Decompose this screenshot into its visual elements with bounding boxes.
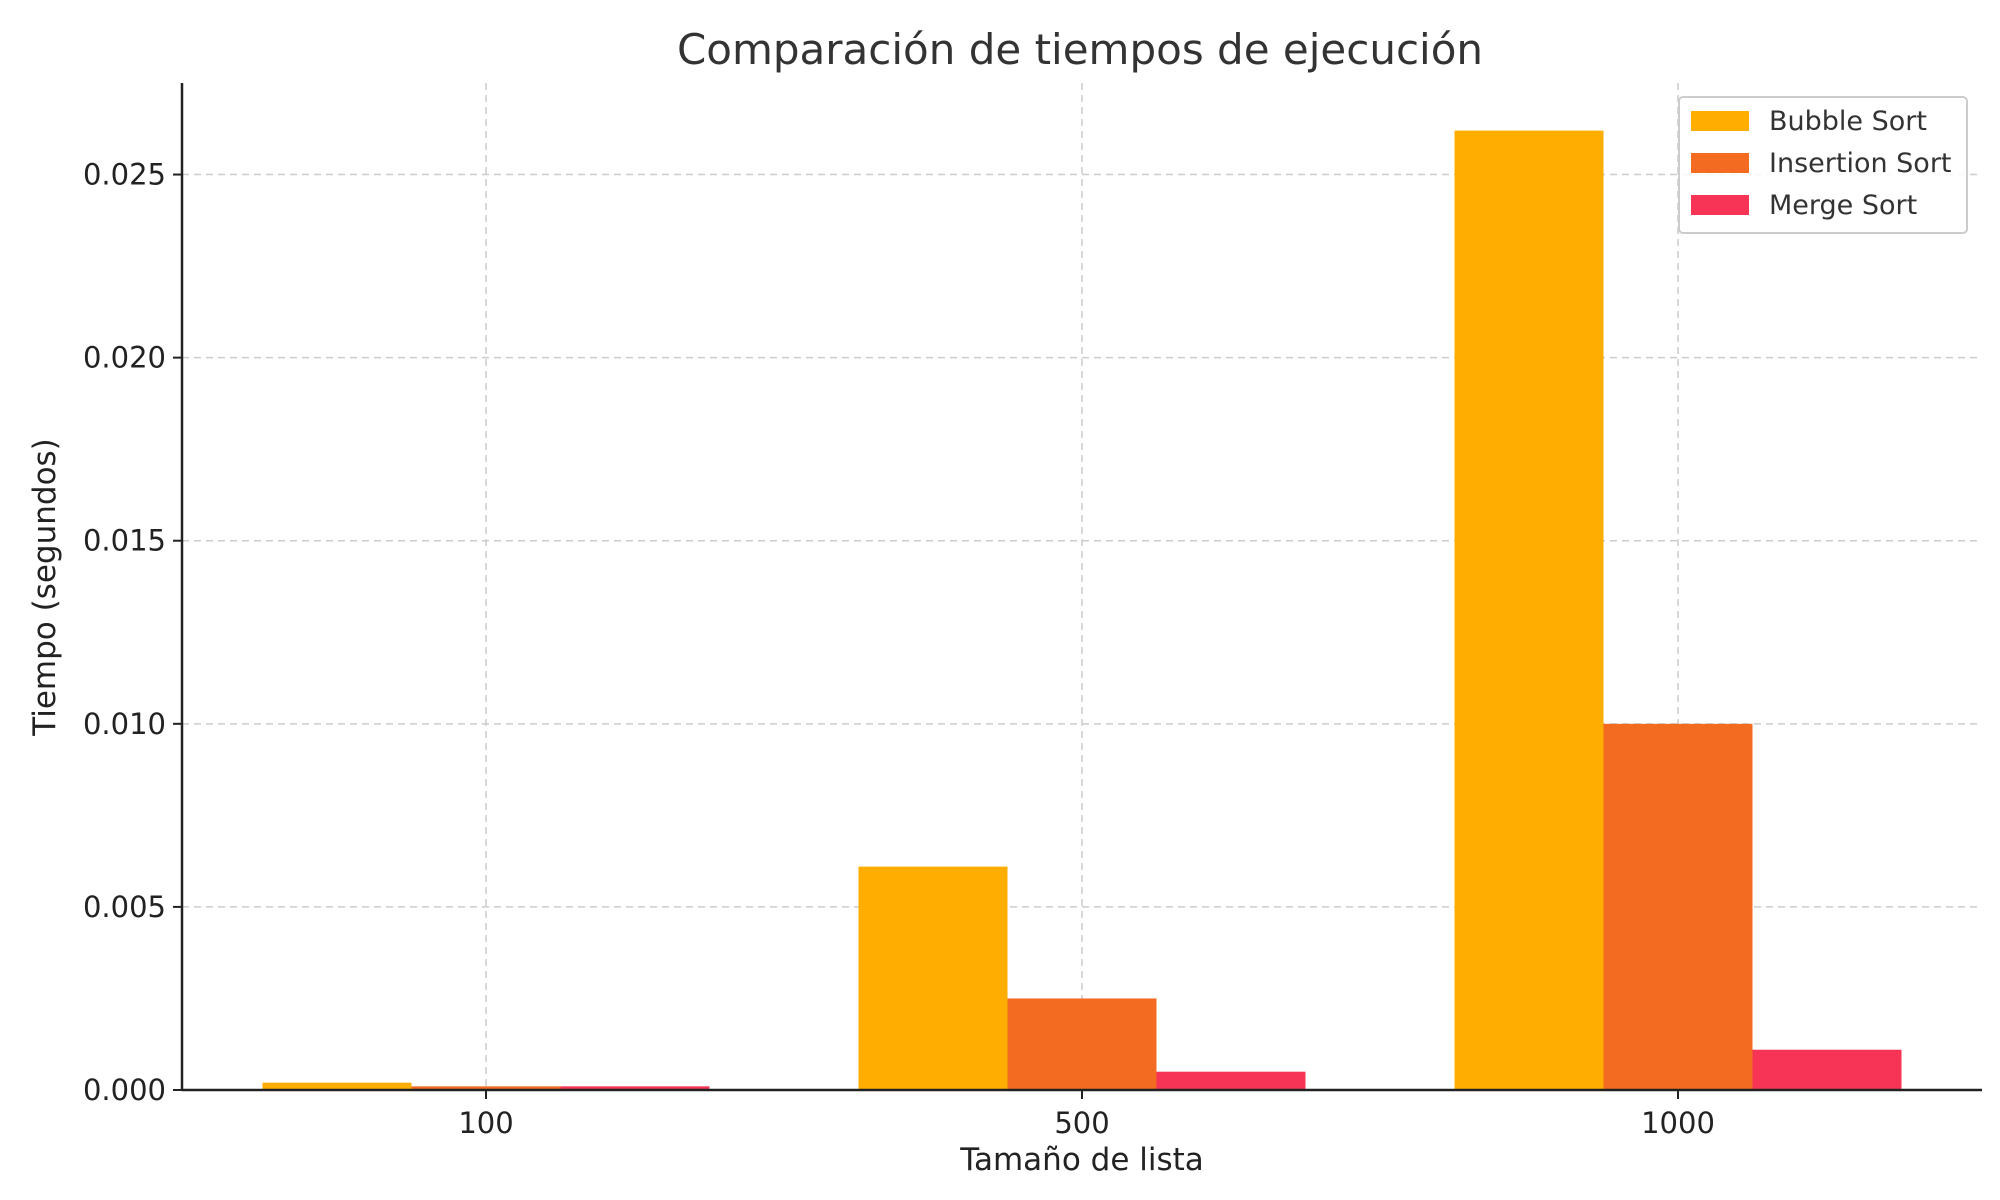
bar-insertion-sort-500 (1007, 998, 1157, 1090)
legend-label: Insertion Sort (1769, 148, 1952, 179)
bar-merge-sort-500 (1156, 1071, 1306, 1090)
bar-bubble-sort-100 (262, 1082, 412, 1090)
x-tick-label: 500 (1054, 1106, 1109, 1140)
y-axis-label: Tiempo (segundos) (27, 438, 63, 737)
x-axis-label: Tamaño de lista (959, 1142, 1204, 1178)
legend-label: Merge Sort (1769, 190, 1917, 221)
y-tick-label: 0.015 (83, 524, 166, 558)
legend: Bubble Sort Insertion Sort Merge Sort (1678, 96, 1968, 234)
x-tick-label: 1000 (1641, 1106, 1715, 1140)
bars (262, 130, 1902, 1090)
y-tick-label: 0.025 (83, 158, 166, 192)
legend-box (1678, 96, 1968, 234)
legend-swatch (1691, 111, 1749, 131)
y-tick-label: 0.010 (83, 707, 166, 741)
bar-insertion-sort-100 (411, 1086, 561, 1090)
bar-bubble-sort-1000 (1454, 130, 1604, 1090)
legend-label: Bubble Sort (1769, 106, 1927, 137)
bar-merge-sort-100 (560, 1086, 710, 1090)
bar-bubble-sort-500 (858, 866, 1008, 1090)
y-tick-label: 0.000 (83, 1073, 166, 1107)
tick-labels: 0.000 0.005 0.010 0.015 0.020 0.025 100 500 1000 (83, 158, 1715, 1140)
chart-title: Comparación de tiempos de ejecución (677, 25, 1483, 74)
legend-swatch (1691, 153, 1749, 173)
bar-insertion-sort-1000 (1603, 723, 1753, 1090)
x-tick-label: 100 (458, 1106, 513, 1140)
y-tick-label: 0.005 (83, 890, 166, 924)
bar-merge-sort-1000 (1752, 1049, 1902, 1090)
y-tick-label: 0.020 (83, 341, 166, 375)
legend-swatch (1691, 195, 1749, 215)
